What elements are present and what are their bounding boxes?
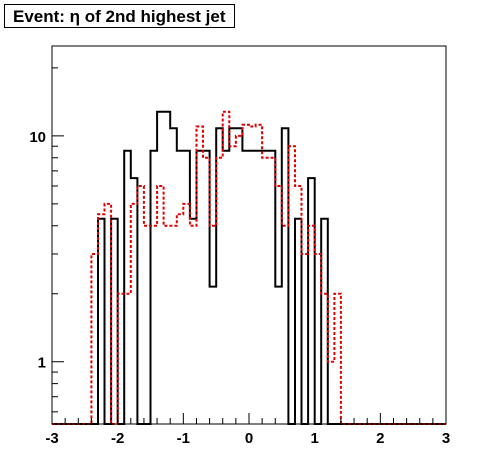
x-tick-label: 3 [442,430,450,447]
series-layer [52,110,446,425]
x-tick-label: 1 [310,430,318,447]
axis-layer: -3 -2 -1 0 1 2 3 1 10 [29,67,450,447]
series-2-line [52,110,446,425]
x-tick-label: 2 [376,430,384,447]
x-tick-label: 0 [245,430,253,447]
x-tick-label: -1 [177,430,190,447]
y-tick-label: 10 [29,129,46,146]
chart-title: Event: η of 2nd highest jet [4,4,235,28]
x-tick-label: -2 [111,430,124,447]
x-tick-label: -3 [45,430,58,447]
y-tick-label: 1 [38,355,46,372]
